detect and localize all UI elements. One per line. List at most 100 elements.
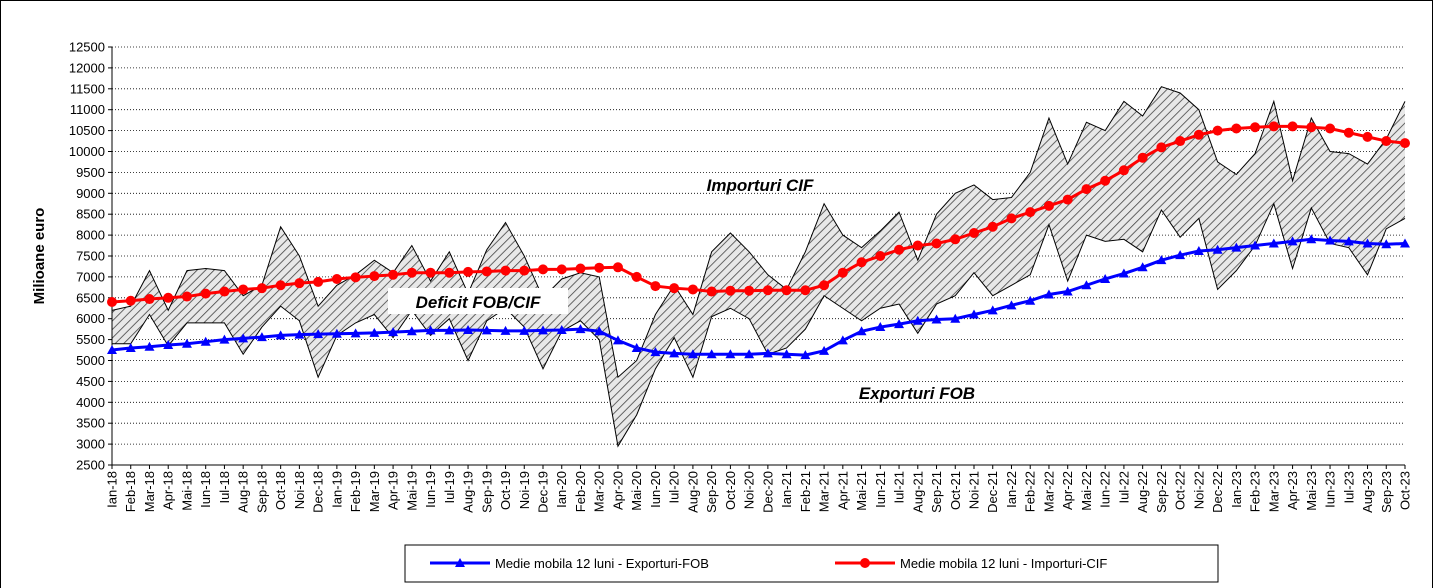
marker <box>1006 300 1017 310</box>
x-tick-label: Ian-20 <box>554 471 569 508</box>
marker <box>1043 289 1054 299</box>
x-tick-label: Aug-18 <box>236 471 251 513</box>
marker <box>612 335 623 345</box>
marker <box>1025 207 1036 218</box>
marker <box>744 285 755 296</box>
marker <box>200 336 211 346</box>
y-tick-label: 4500 <box>76 374 105 389</box>
x-tick-label: Mai-20 <box>629 471 644 511</box>
marker <box>1250 122 1261 133</box>
deficit-area <box>112 86 1405 447</box>
x-tick-label: Oct-18 <box>273 471 288 510</box>
marker <box>1100 273 1111 283</box>
x-tick-label: Iul-22 <box>1116 471 1131 504</box>
marker <box>687 284 698 295</box>
marker <box>538 264 548 275</box>
marker <box>238 284 249 295</box>
x-tick-label: Dec-22 <box>1210 471 1225 513</box>
marker <box>1306 122 1317 133</box>
series-line <box>111 86 1406 379</box>
marker <box>163 292 174 303</box>
marker <box>125 342 136 352</box>
marker <box>837 267 848 278</box>
x-tick-label: Feb-22 <box>1023 471 1038 512</box>
marker <box>1250 240 1261 250</box>
y-tick-label: 10500 <box>69 123 105 138</box>
marker <box>819 345 830 355</box>
marker <box>425 325 436 335</box>
x-tick-label: Sep-22 <box>1154 471 1169 513</box>
marker <box>1287 121 1298 132</box>
legend-label: Medie mobila 12 luni - Importuri-CIF <box>900 556 1107 571</box>
annotation: Deficit FOB/CIF <box>416 293 541 312</box>
series-line <box>111 124 1406 304</box>
marker <box>1175 136 1186 147</box>
y-tick-label: 12000 <box>69 60 105 75</box>
y-tick-label: 2500 <box>76 458 105 473</box>
marker <box>1362 131 1373 142</box>
marker <box>1081 280 1092 290</box>
marker <box>1156 142 1167 153</box>
x-tick-label: Noi-22 <box>1191 471 1206 509</box>
x-tick-label: Oct-20 <box>723 471 738 510</box>
x-tick-label: Sep-20 <box>704 471 719 513</box>
marker <box>388 269 399 280</box>
marker <box>762 348 773 358</box>
marker <box>669 283 680 294</box>
legend-label: Medie mobila 12 luni - Exporturi-FOB <box>495 556 709 571</box>
x-tick-label: Aug-20 <box>685 471 700 513</box>
marker <box>781 349 792 359</box>
marker <box>444 267 455 278</box>
marker <box>875 322 886 332</box>
series-annotation: Exporturi FOB <box>859 384 975 403</box>
marker <box>1268 121 1279 132</box>
x-tick-label: Feb-18 <box>123 471 138 512</box>
x-tick-label: Iul-19 <box>442 471 457 504</box>
marker <box>219 334 230 344</box>
marker <box>781 285 792 296</box>
x-tick-label: Noi-19 <box>517 471 532 509</box>
marker <box>1231 123 1242 134</box>
marker <box>1062 286 1073 296</box>
x-tick-label: Mai-21 <box>854 471 869 511</box>
x-tick-label: Feb-23 <box>1248 471 1263 512</box>
marker <box>144 294 155 305</box>
x-tick-label: Ian-23 <box>1229 471 1244 508</box>
marker <box>369 271 380 282</box>
marker <box>1118 165 1129 176</box>
marker <box>238 333 249 343</box>
marker <box>1025 295 1036 305</box>
x-tick-label: Mai-22 <box>1079 471 1094 511</box>
x-tick-label: Mai-19 <box>404 471 419 511</box>
x-tick-label: Sep-23 <box>1379 471 1394 513</box>
legend-box <box>404 544 1219 583</box>
y-tick-label: 10000 <box>69 144 105 159</box>
y-tick-label: 9500 <box>76 165 105 180</box>
marker <box>1081 184 1092 195</box>
marker <box>987 221 998 232</box>
marker <box>856 326 867 336</box>
marker <box>950 313 961 323</box>
x-tick-label: Oct-22 <box>1173 471 1188 510</box>
marker <box>594 262 605 273</box>
x-tick-label: Apr-22 <box>1060 471 1075 510</box>
marker <box>500 265 511 276</box>
marker <box>650 347 661 357</box>
marker <box>163 340 174 350</box>
marker <box>181 291 192 302</box>
x-tick-label: Apr-23 <box>1285 471 1300 510</box>
marker <box>856 257 867 268</box>
marker <box>1137 262 1148 272</box>
marker <box>875 251 886 261</box>
marker <box>1006 213 1017 224</box>
x-tick-label: Aug-19 <box>461 471 476 513</box>
marker <box>594 326 605 336</box>
marker <box>125 295 136 306</box>
y-tick-label: 11000 <box>70 102 105 117</box>
marker <box>275 330 286 340</box>
x-tick-label: Feb-21 <box>798 471 813 512</box>
marker <box>1306 234 1317 244</box>
marker <box>556 264 567 275</box>
x-tick-label: Sep-18 <box>254 471 269 513</box>
